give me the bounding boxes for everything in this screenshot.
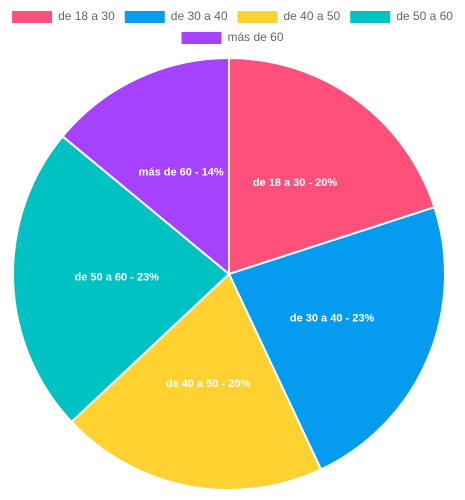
- slice-label: de 30 a 40 - 23%: [290, 313, 375, 325]
- pie-slice: [228, 56, 436, 276]
- pie-slice: [61, 56, 230, 277]
- slice-label: de 18 a 30 - 20%: [253, 177, 338, 189]
- legend-label: de 18 a 30: [58, 9, 115, 23]
- legend-swatch: [237, 11, 278, 23]
- legend-item: más de 60: [181, 30, 284, 44]
- legend-swatch: [124, 11, 165, 23]
- slice-label: de 50 a 60 - 23%: [75, 271, 160, 283]
- legend-swatch: [350, 11, 391, 23]
- legend-swatch: [12, 11, 53, 23]
- legend-label: de 40 a 50: [284, 9, 341, 23]
- pie-slice: [70, 272, 323, 491]
- pie-slice: [227, 205, 446, 471]
- slice-label: más de 60 - 14%: [139, 166, 224, 178]
- legend-label: de 50 a 60: [396, 9, 453, 23]
- slice-label: de 40 a 50 - 20%: [166, 378, 251, 390]
- legend-swatch: [181, 32, 222, 44]
- legend-item: de 18 a 30: [12, 9, 115, 23]
- legend-item: de 50 a 60: [350, 9, 453, 23]
- legend-item: de 40 a 50: [237, 9, 341, 23]
- legend-label: de 30 a 40: [171, 9, 228, 23]
- legend-item: de 30 a 40: [124, 9, 228, 23]
- legend-label: más de 60: [227, 30, 283, 44]
- pie-slice: [12, 134, 231, 424]
